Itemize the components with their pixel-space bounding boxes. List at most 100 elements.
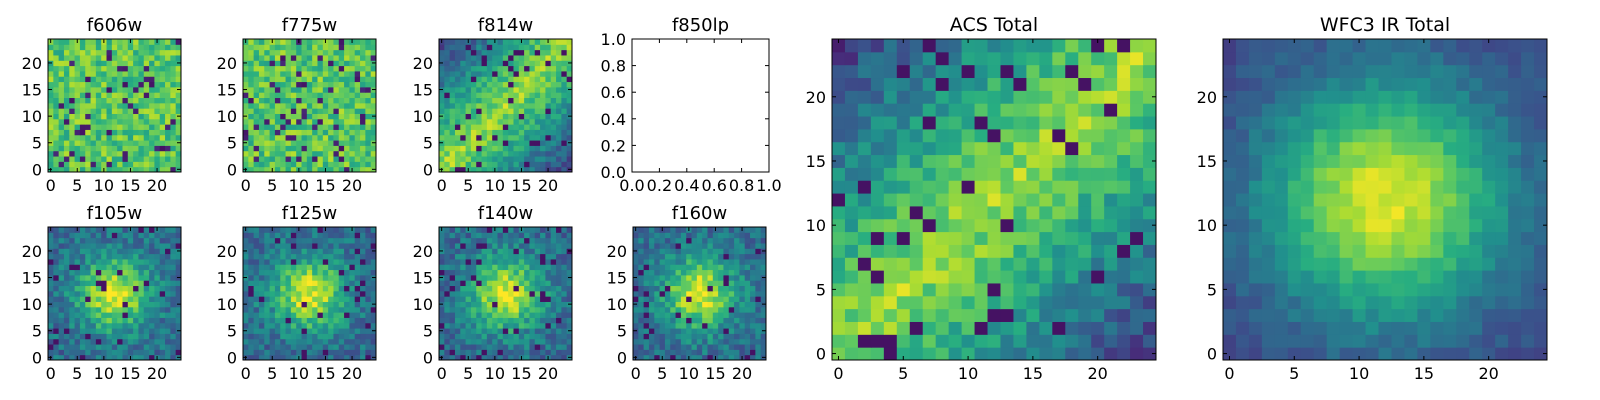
heatmap-cell (349, 328, 356, 334)
heatmap-cell (322, 285, 329, 292)
heatmap-cell (117, 118, 123, 125)
heatmap-cell (670, 296, 677, 302)
heatmap-cell (540, 76, 546, 83)
heatmap-cell (354, 81, 361, 88)
heatmap-cell (465, 81, 472, 88)
heatmap-cell (159, 227, 166, 233)
heatmap-cell (497, 312, 504, 318)
heatmap-cell (296, 296, 303, 302)
heatmap-cell (524, 129, 530, 136)
heatmap-cell (566, 242, 573, 249)
heatmap-cell (486, 65, 493, 72)
heatmap-cell (556, 54, 562, 61)
heatmap-cell (444, 301, 451, 308)
heatmap-cell (74, 76, 81, 83)
heatmap-cell (253, 129, 260, 136)
heatmap-cell (497, 124, 504, 130)
heatmap-cell (545, 253, 552, 260)
heatmap-cell (707, 290, 714, 297)
heatmap-cell (264, 258, 271, 265)
heatmap-cell (53, 227, 60, 233)
heatmap-cell (465, 54, 472, 61)
heatmap-cell (344, 285, 350, 292)
heatmap-cell (48, 290, 54, 297)
heatmap-cell (486, 296, 493, 302)
heatmap-cell (296, 237, 303, 244)
heatmap-cell (534, 253, 541, 260)
heatmap-cell (175, 227, 182, 233)
heatmap-cell (454, 60, 461, 67)
heatmap-cell (540, 242, 546, 249)
heatmap-cell (896, 257, 911, 271)
heatmap-cell (476, 113, 483, 120)
heatmap-cell (643, 290, 650, 297)
heatmap-cell (138, 344, 145, 350)
heatmap-cell (170, 145, 177, 152)
heatmap-cell (349, 49, 356, 56)
heatmap-cell (317, 102, 324, 109)
heatmap-cell (248, 274, 255, 281)
heatmap-cell (654, 285, 661, 292)
heatmap-cell (832, 282, 846, 297)
heatmap-cell (243, 258, 249, 265)
heatmap-cell (486, 237, 493, 244)
heatmap-cell (444, 290, 451, 297)
heatmap-cell (328, 242, 334, 249)
heatmap-cell (280, 285, 287, 292)
heatmap-cell (680, 317, 687, 324)
heatmap-cell (333, 237, 340, 244)
heatmap-cell (274, 258, 281, 265)
heatmap-cell (170, 280, 177, 287)
heatmap-cell (349, 150, 356, 157)
heatmap-cell (561, 322, 568, 329)
heatmap-cell (712, 280, 719, 287)
heatmap-cell (48, 312, 54, 318)
heatmap-cell (74, 338, 81, 345)
heatmap-cell (497, 285, 504, 292)
heatmap-cell (117, 296, 123, 302)
heatmap-cell (253, 150, 260, 157)
heatmap-cell (69, 145, 76, 152)
heatmap-cell (175, 124, 182, 130)
heatmap-cell (111, 312, 118, 318)
heatmap-cell (349, 242, 356, 249)
heatmap-cell (659, 237, 666, 244)
heatmap-cell (149, 113, 155, 120)
heatmap-cell (465, 232, 472, 239)
heatmap-cell (280, 306, 287, 313)
heatmap-cell (545, 118, 552, 125)
heatmap-cell (269, 150, 276, 157)
heatmap-cell (1052, 282, 1066, 297)
heatmap-cell (53, 39, 60, 45)
heatmap-cell (540, 306, 546, 313)
heatmap-cell (85, 156, 92, 162)
heatmap-cell (165, 264, 171, 271)
heatmap-cell (269, 349, 276, 356)
heatmap-cell (439, 333, 445, 340)
heatmap-cell (654, 349, 661, 356)
heatmap-cell (85, 232, 92, 239)
heatmap-cell (1091, 231, 1105, 245)
heatmap-cell (449, 258, 456, 265)
heatmap-cell (258, 140, 265, 146)
heatmap-cell (328, 322, 334, 329)
heatmap-cell (734, 232, 740, 239)
heatmap-cell (101, 248, 108, 255)
heatmap-cell (354, 161, 361, 168)
heatmap-cell (1143, 244, 1157, 258)
heatmap-cell (935, 193, 950, 207)
heatmap-cell (354, 166, 361, 173)
heatmap-cell (333, 49, 340, 56)
heatmap-cell (290, 108, 297, 114)
heatmap-cell (138, 145, 145, 152)
heatmap-cell (90, 65, 97, 72)
heatmap-cell (470, 161, 477, 168)
heatmap-cell (497, 237, 504, 244)
heatmap-cell (454, 65, 461, 72)
heatmap-cell (529, 54, 536, 61)
heatmap-cell (344, 108, 350, 114)
heatmap-cell (165, 312, 171, 318)
heatmap-cell (296, 92, 303, 99)
heatmap-cell (686, 248, 693, 255)
heatmap-cell (561, 113, 568, 120)
